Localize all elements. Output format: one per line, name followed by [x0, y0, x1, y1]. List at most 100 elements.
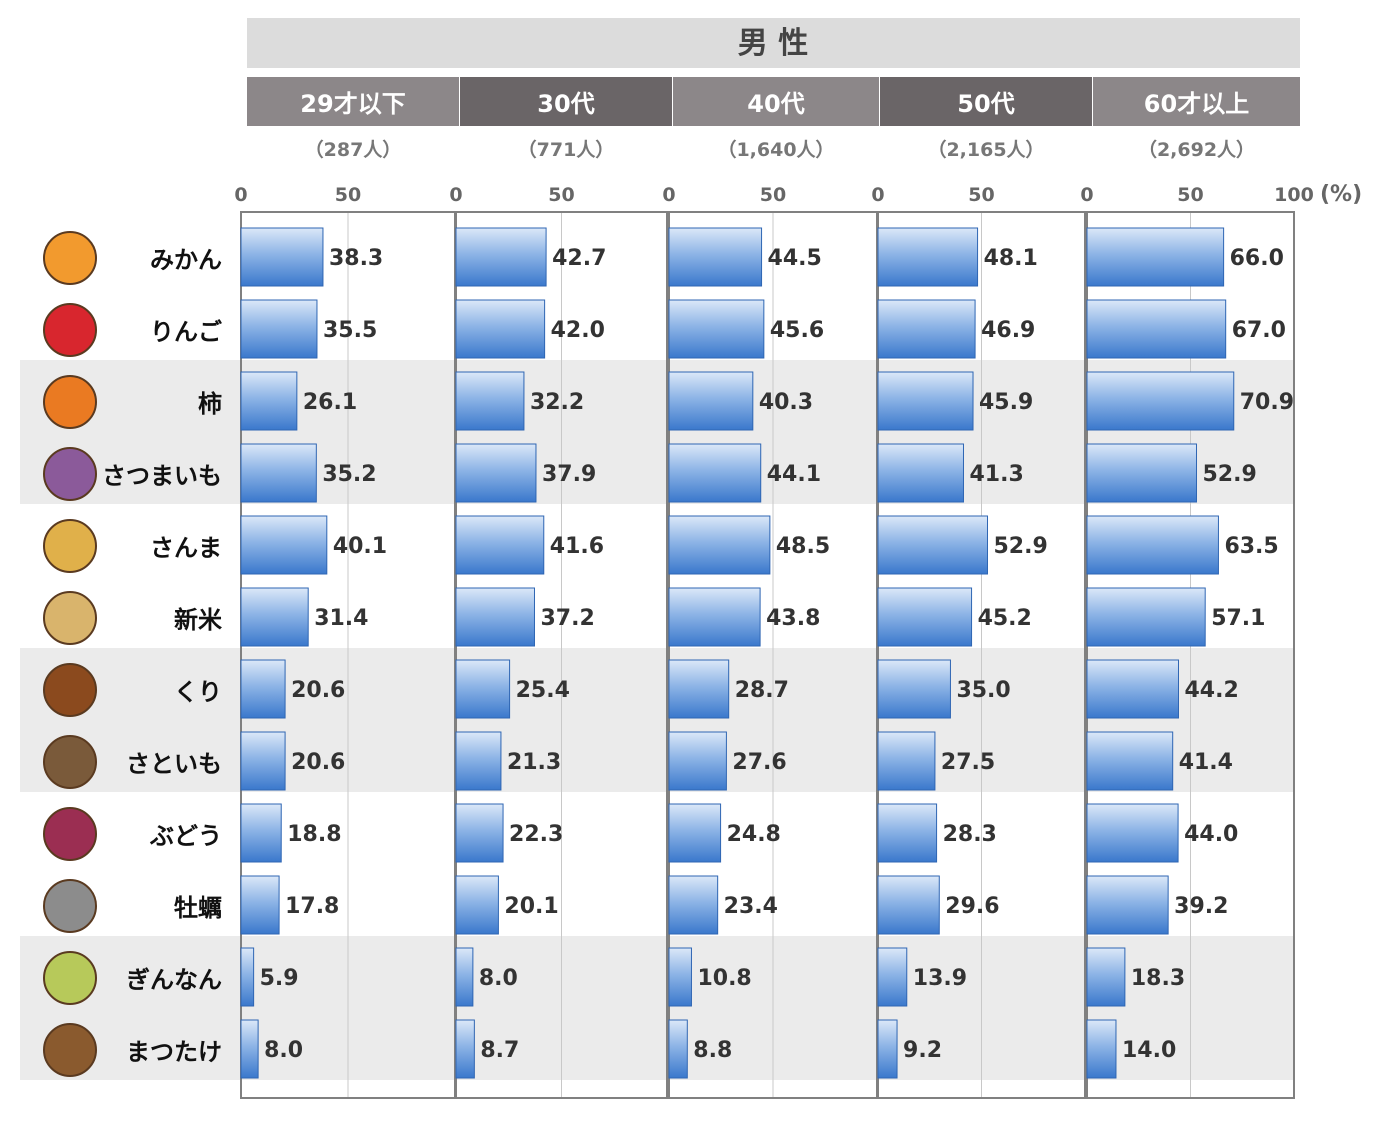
tick-label: 50 [760, 184, 786, 206]
data-label: 35.2 [322, 462, 376, 487]
bar [455, 443, 537, 503]
bar [455, 803, 504, 863]
sweet-potato-icon-shape [43, 447, 97, 501]
bar [240, 659, 286, 719]
bar [1086, 947, 1126, 1007]
panel-2: 0 50 42.7 42.0 32.2 37.9 41.6 37.2 25.4 21.3 22.3 2… [449, 184, 668, 1099]
data-label: 45.2 [978, 606, 1032, 631]
row-label: ぎんなん [126, 966, 222, 994]
data-label: 8.7 [480, 1038, 519, 1063]
panel-4: 0 50 48.1 46.9 45.9 41.3 52.9 45.2 35.0 27.5 28.3 2… [871, 184, 1086, 1099]
data-label: 35.5 [323, 318, 377, 343]
bar [455, 1019, 475, 1079]
data-label: 41.4 [1179, 750, 1233, 775]
taro-icon-shape [43, 735, 97, 789]
data-label: 27.5 [941, 750, 995, 775]
bar [877, 1019, 898, 1079]
bar [240, 299, 318, 359]
respondent-count: （287人） [305, 138, 402, 161]
data-label: 48.1 [984, 246, 1038, 271]
bar [1086, 515, 1219, 575]
row-label: 柿 [198, 390, 222, 418]
data-label: 42.7 [552, 246, 606, 271]
orange-icon-shape [43, 231, 97, 285]
bar [240, 803, 282, 863]
data-label: 40.1 [333, 534, 387, 559]
data-label: 20.6 [291, 678, 345, 703]
data-label: 67.0 [1232, 318, 1286, 343]
data-label: 44.5 [768, 246, 822, 271]
data-label: 48.5 [776, 534, 830, 559]
bar [668, 515, 771, 575]
row-label: さつまいも [102, 462, 222, 490]
bar [455, 587, 535, 647]
data-label: 44.1 [767, 462, 821, 487]
bar [668, 443, 762, 503]
data-label: 17.8 [285, 894, 339, 919]
respondent-count: （2,165人） [927, 138, 1044, 161]
apple-icon [43, 303, 97, 357]
bar [668, 875, 719, 935]
panel-frame [877, 211, 1086, 1099]
row-label: りんご [150, 318, 222, 346]
bar [877, 875, 940, 935]
data-label: 28.3 [943, 822, 997, 847]
row-band [20, 648, 1294, 792]
data-label: 41.6 [550, 534, 604, 559]
row-label: さといも [126, 750, 222, 778]
data-label: 18.8 [287, 822, 341, 847]
sweet-potato-icon [43, 447, 97, 501]
tick-label: 0 [871, 184, 884, 206]
data-label: 14.0 [1122, 1038, 1176, 1063]
tick-label: 0 [1080, 184, 1093, 206]
bar [668, 731, 727, 791]
tick-label: 50 [548, 184, 574, 206]
bar [668, 803, 722, 863]
data-label: 63.5 [1224, 534, 1278, 559]
age-header-cell [460, 77, 672, 126]
respondent-count: （771人） [518, 138, 615, 161]
bar [240, 227, 324, 287]
bar [668, 947, 692, 1007]
age-header-cell [1093, 77, 1300, 126]
data-label: 13.9 [913, 966, 967, 991]
row-label: まつたけ [126, 1038, 222, 1066]
row-label: 牡蠣 [174, 894, 222, 922]
bar [455, 299, 546, 359]
bar [240, 587, 309, 647]
bar [240, 371, 298, 431]
persimmon-icon [43, 375, 97, 429]
data-label: 31.4 [314, 606, 368, 631]
bar [240, 1019, 259, 1079]
title-bar [247, 18, 1300, 68]
bar [877, 947, 908, 1007]
data-label: 8.0 [264, 1038, 303, 1063]
age-header-cell [247, 77, 459, 126]
bar [877, 731, 936, 791]
data-label: 8.8 [693, 1038, 732, 1063]
data-label: 45.6 [770, 318, 824, 343]
data-label: 21.3 [507, 750, 561, 775]
bar [1086, 731, 1174, 791]
ginkgo-icon [43, 951, 97, 1005]
bar [455, 515, 545, 575]
data-label: 24.8 [727, 822, 781, 847]
oyster-icon [43, 879, 97, 933]
saury-icon-shape [43, 519, 97, 573]
bar [1086, 299, 1227, 359]
orange-icon [43, 231, 97, 285]
bar [455, 875, 499, 935]
chart-title: 男 性 [738, 26, 808, 61]
data-label: 45.9 [979, 390, 1033, 415]
data-label: 66.0 [1230, 246, 1284, 271]
bar [668, 371, 754, 431]
bar [668, 227, 763, 287]
bar [877, 515, 989, 575]
panel-frame [455, 211, 668, 1099]
data-label: 5.9 [260, 966, 299, 991]
data-label: 40.3 [759, 390, 813, 415]
apple-icon-shape [43, 303, 97, 357]
data-label: 44.2 [1184, 678, 1238, 703]
age-header-cell [673, 77, 879, 126]
